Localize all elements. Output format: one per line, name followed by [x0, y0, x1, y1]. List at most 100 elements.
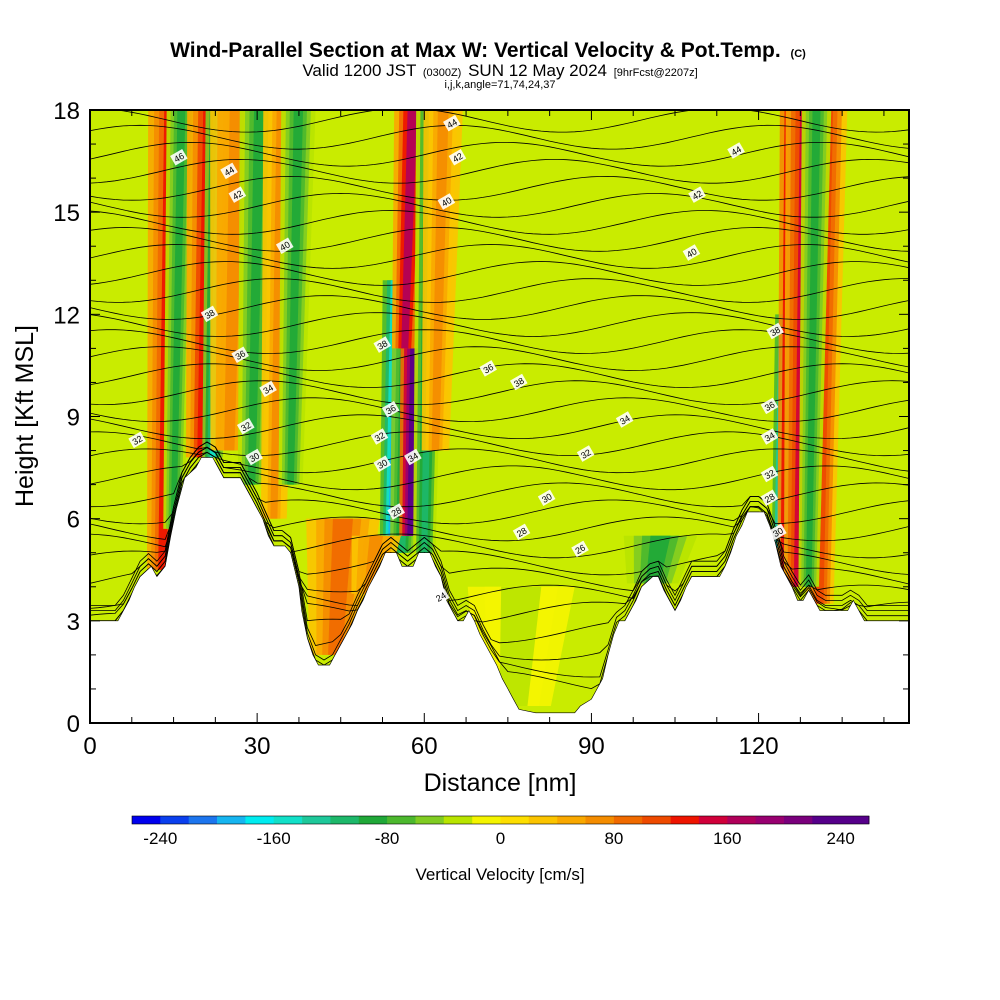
contour-label: 24	[431, 588, 450, 605]
x-tick-label: 30	[244, 733, 271, 760]
contour-label: 34	[259, 380, 277, 398]
y-tick-label: 0	[67, 711, 80, 738]
contour-label: 38	[766, 322, 784, 340]
contour-label-text: 44	[222, 164, 236, 178]
contour-label-text: 30	[248, 451, 262, 465]
contour-label: 42	[448, 149, 467, 166]
theta-contour-line	[112, 110, 909, 133]
colorbar-swatch	[358, 816, 388, 824]
theta-contour-line	[90, 397, 909, 423]
colorbar-tick-label: 80	[604, 829, 623, 848]
y-tick-label: 12	[53, 302, 80, 329]
colorbar-swatch	[443, 816, 473, 824]
chart-subtitle: Valid 1200 JST (0300Z) SUN 12 May 2024 […	[302, 61, 697, 80]
contour-label-bg	[170, 149, 188, 166]
contour-label-bg	[760, 489, 779, 507]
contour-label-text: 34	[261, 382, 275, 396]
contour-label: 36	[381, 401, 400, 418]
contour-label-text: 28	[390, 505, 404, 519]
contour-label-bg	[236, 418, 255, 435]
contour-label: 28	[512, 523, 531, 541]
colorbar-swatch	[812, 816, 870, 824]
contour-label-text: 28	[763, 491, 777, 505]
colorbar-frame	[131, 815, 870, 825]
contour-label: 34	[404, 448, 422, 466]
colorbar-swatch	[472, 816, 501, 824]
y-tick-label: 15	[53, 200, 80, 227]
contour-label: 30	[537, 489, 556, 507]
y-axis: 0 36 9 12 15 18	[53, 98, 909, 738]
velocity-band	[645, 535, 671, 584]
contour-label: 36	[760, 397, 779, 415]
contour-label-bg	[381, 401, 400, 418]
contour-label-bg	[682, 244, 701, 261]
contour-label-text: 32	[763, 468, 777, 482]
contour-label-text: 34	[618, 413, 632, 427]
contour-label-bg	[727, 142, 745, 159]
contour-label-bg	[448, 149, 467, 166]
contour-label-text: 42	[231, 188, 245, 202]
y-tick-label: 18	[53, 98, 80, 125]
contour-label-bg	[228, 186, 247, 203]
contour-label-bg	[615, 411, 634, 428]
contour-label-bg	[766, 322, 784, 340]
y-tick-label: 9	[67, 405, 80, 432]
colorbar-swatch	[245, 816, 275, 824]
contour-label-text: 28	[515, 525, 529, 539]
contour-label: 40	[437, 193, 456, 210]
y-axis-label: Height [Kft MSL]	[11, 325, 39, 507]
contour-label-bg	[760, 465, 779, 483]
velocity-band	[328, 518, 353, 655]
contour-label-bg	[509, 373, 528, 391]
plot-area: 46 44 42 40 38 36 34 32 30 32 44 42 40 44 42 40 38 38 38 36…	[90, 110, 909, 723]
contour-label-text: 32	[579, 447, 593, 461]
contour-label-text: 34	[406, 451, 420, 465]
contour-label-text: 44	[729, 144, 743, 158]
contour-label: 28	[387, 503, 405, 520]
colorbar-swatch	[273, 816, 303, 824]
theta-contour-line	[90, 278, 909, 303]
contour-label: 44	[443, 114, 461, 132]
theta-contour-line	[90, 158, 909, 184]
colorbar-swatch	[132, 816, 161, 824]
contour-label: 32	[576, 445, 595, 462]
contour-label-text: 36	[384, 403, 398, 417]
contour-label-text: 34	[763, 430, 777, 444]
contour-label-text: 30	[376, 457, 390, 471]
contour-label-text: 38	[203, 307, 217, 321]
velocity-band	[431, 110, 449, 451]
contour-label: 38	[200, 305, 219, 323]
contour-label: 36	[231, 346, 249, 364]
contour-label-text: 38	[768, 325, 782, 339]
contour-label-bg	[128, 431, 146, 449]
velocity-band	[247, 110, 265, 485]
contour-label-bg	[688, 186, 706, 203]
colorbar-swatch	[784, 816, 813, 824]
contour-label: 26	[571, 540, 589, 558]
colorbar: -240 -160 -80 0 80 160 240	[131, 815, 870, 848]
contour-label-text: 40	[278, 239, 292, 253]
colorbar-tick-label: 160	[713, 829, 741, 848]
chart-title-block: Wind-Parallel Section at Max W: Vertical…	[170, 39, 806, 91]
theta-contour-line	[90, 210, 909, 235]
colorbar-tick-label: -240	[143, 829, 177, 848]
contour-label-bg	[443, 114, 461, 132]
colorbar-swatch	[415, 816, 445, 824]
contour-label-text: 38	[512, 376, 526, 390]
contour-label: 46	[170, 149, 188, 166]
theta-contour-line	[90, 261, 909, 286]
contour-label: 32	[370, 428, 389, 445]
colorbar-swatch	[217, 816, 246, 824]
contour-label-text: 44	[445, 117, 459, 131]
x-axis: 0 30 60 90 120	[83, 110, 885, 760]
contour-label: 32	[760, 465, 779, 483]
contour-label-text: 32	[373, 430, 387, 444]
x-axis-label: Distance [nm]	[424, 769, 577, 797]
theta-contour-line	[90, 448, 909, 474]
contour-label-text: 38	[376, 338, 390, 352]
contour-label-text: 46	[172, 151, 186, 165]
contour-label: 34	[615, 411, 634, 428]
colorbar-swatch	[642, 816, 671, 824]
contour-label-bg	[404, 448, 422, 466]
velocity-band	[287, 110, 304, 485]
